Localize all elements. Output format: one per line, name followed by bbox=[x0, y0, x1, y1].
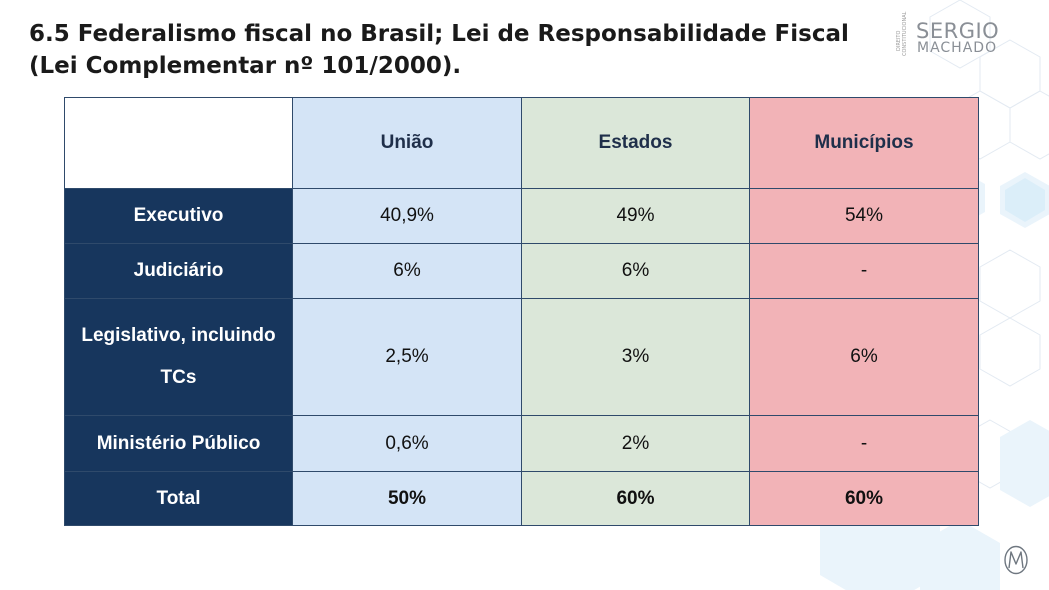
table-row-total: Total 50% 60% 60% bbox=[64, 471, 979, 526]
cell-municipios: 60% bbox=[749, 471, 979, 526]
header-uniao: União bbox=[292, 97, 522, 189]
row-label: Total bbox=[64, 471, 293, 526]
table-row-judiciario: Judiciário 6% 6% - bbox=[64, 243, 979, 299]
table-corner-cell bbox=[64, 97, 293, 189]
table-row-ministerio-publico: Ministério Público 0,6% 2% - bbox=[64, 415, 979, 472]
header-estados: Estados bbox=[521, 97, 750, 189]
row-label: Legislativo, incluindo TCs bbox=[64, 298, 293, 416]
logo-line2: MACHADO bbox=[917, 40, 998, 56]
cell-estados: 3% bbox=[521, 298, 750, 416]
cell-municipios: 54% bbox=[749, 188, 979, 244]
logo-line1: SERGIO bbox=[916, 19, 1000, 43]
cell-municipios: - bbox=[749, 415, 979, 472]
cell-estados: 49% bbox=[521, 188, 750, 244]
cell-estados: 2% bbox=[521, 415, 750, 472]
m-monogram-icon bbox=[1004, 545, 1028, 575]
row-label: Ministério Público bbox=[64, 415, 293, 472]
brand-logo: DIREITO CONSTITUCIONAL SERGIO MACHADO bbox=[896, 11, 1016, 60]
cell-uniao: 50% bbox=[292, 471, 522, 526]
cell-estados: 60% bbox=[521, 471, 750, 526]
header-municipios: Municípios bbox=[749, 97, 979, 189]
cell-uniao: 6% bbox=[292, 243, 522, 299]
table-header-row: União Estados Municípios bbox=[64, 97, 979, 189]
table-row-legislativo: Legislativo, incluindo TCs 2,5% 3% 6% bbox=[64, 298, 979, 416]
row-label: Executivo bbox=[64, 188, 293, 244]
fiscal-limits-table: União Estados Municípios Executivo 40,9%… bbox=[64, 97, 979, 526]
cell-uniao: 2,5% bbox=[292, 298, 522, 416]
page-title: 6.5 Federalismo fiscal no Brasil; Lei de… bbox=[29, 21, 849, 79]
cell-uniao: 0,6% bbox=[292, 415, 522, 472]
cell-estados: 6% bbox=[521, 243, 750, 299]
cell-municipios: - bbox=[749, 243, 979, 299]
row-label: Judiciário bbox=[64, 243, 293, 299]
table-row-executivo: Executivo 40,9% 49% 54% bbox=[64, 188, 979, 244]
cell-uniao: 40,9% bbox=[292, 188, 522, 244]
cell-municipios: 6% bbox=[749, 298, 979, 416]
logo-side-text: DIREITO CONSTITUCIONAL bbox=[896, 11, 908, 56]
